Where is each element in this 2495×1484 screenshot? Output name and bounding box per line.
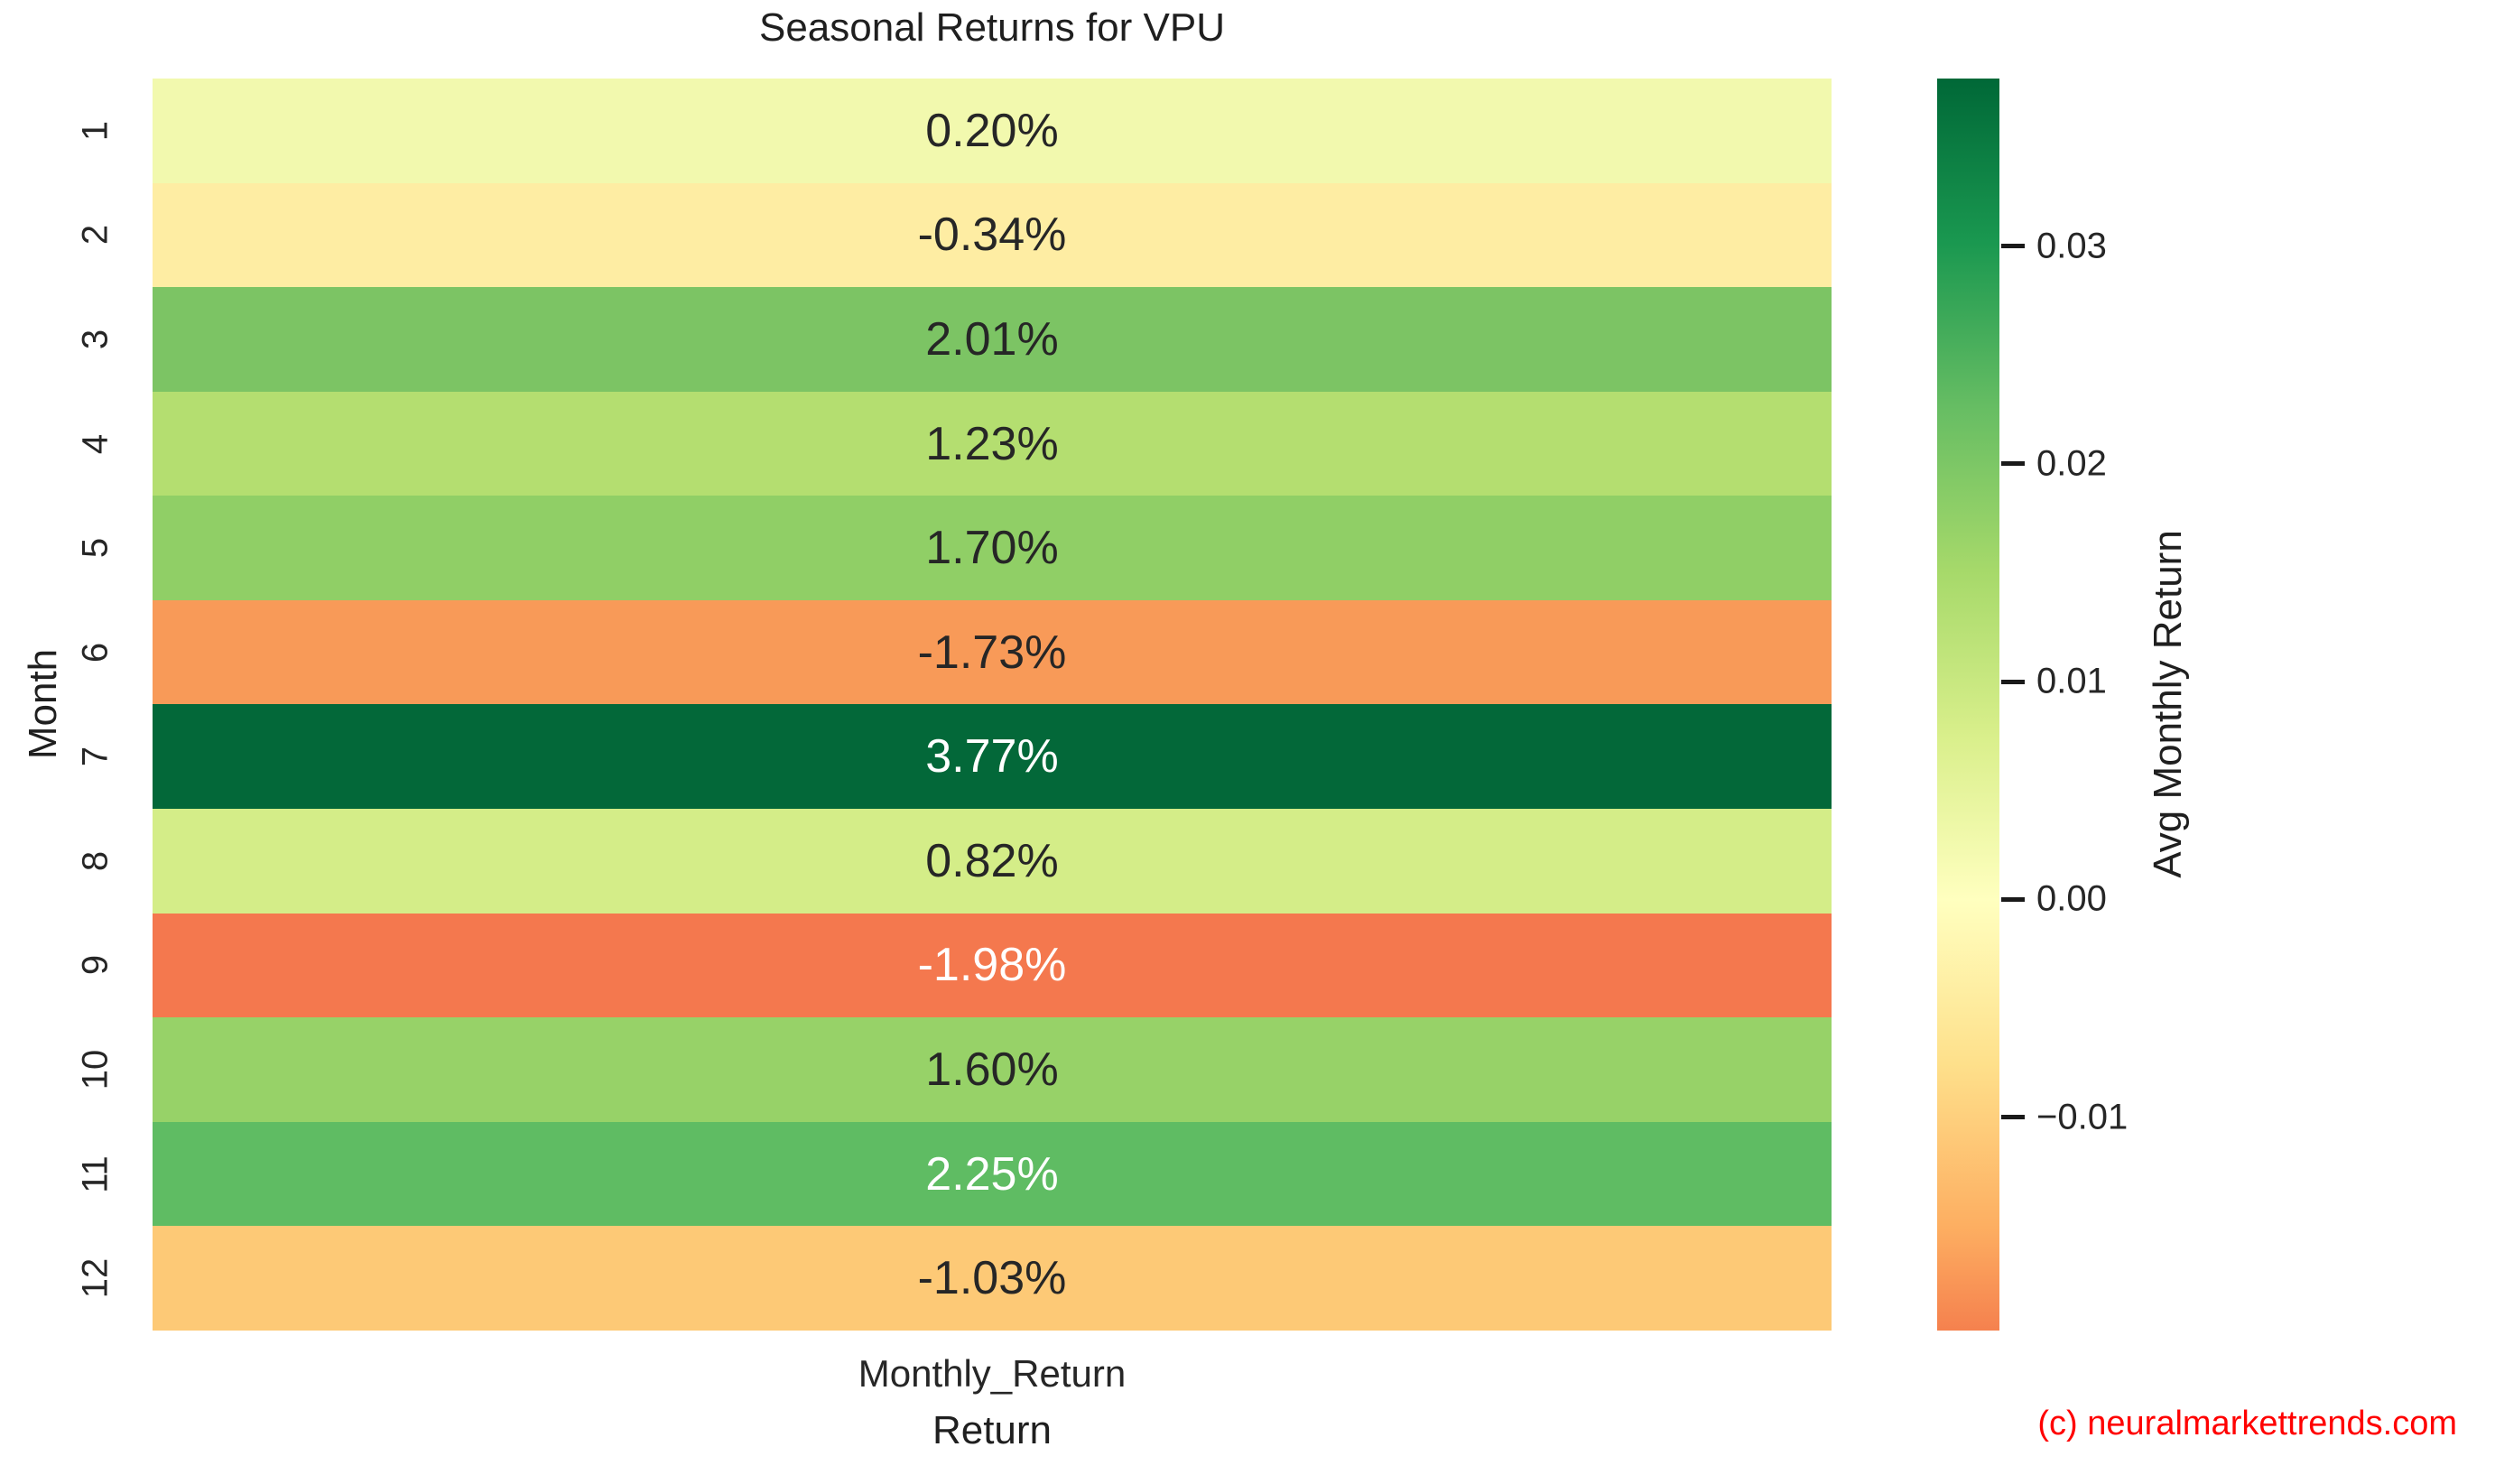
colorbar-tick-label: 0.03: [2036, 226, 2107, 266]
heatmap-cell: 2.25%: [153, 1121, 1832, 1227]
heatmap-cell: 3.77%: [153, 704, 1832, 810]
y-tick-label: 11: [75, 1155, 116, 1193]
heatmap-cell: -0.34%: [153, 182, 1832, 288]
cell-value: 1.23%: [925, 417, 1059, 470]
colorbar-label: Avg Monthly Return: [2146, 530, 2190, 878]
heatmap-cell: 0.20%: [153, 79, 1832, 183]
y-tick-label: 7: [75, 747, 116, 767]
y-tick-label: 6: [75, 642, 116, 663]
cell-value: -1.73%: [917, 626, 1067, 679]
colorbar-tick-mark: [2001, 461, 2025, 467]
colorbar-tick-mark: [2001, 679, 2025, 684]
cell-value: -1.03%: [917, 1252, 1067, 1305]
y-tick-label: 12: [75, 1257, 116, 1299]
y-tick-label: 2: [75, 225, 116, 246]
y-tick-label: 4: [75, 433, 116, 454]
y-tick-label: 9: [75, 955, 116, 976]
cell-value: -1.98%: [917, 939, 1067, 992]
heatmap-cell: -1.73%: [153, 599, 1832, 705]
colorbar-tick-mark: [2001, 1115, 2025, 1120]
heatmap-cell: 2.01%: [153, 287, 1832, 392]
y-tick-label: 3: [75, 329, 116, 350]
heatmap-cell: -1.03%: [153, 1226, 1832, 1331]
heatmap-grid: 0.20% -0.34% 2.01% 1.23% 1.70% -1.73% 3.77% 0.8…: [153, 79, 1832, 1331]
colorbar-gradient: [1937, 79, 1999, 1331]
cell-value: 1.60%: [925, 1043, 1059, 1096]
x-tick-label: Monthly_Return: [858, 1352, 1127, 1395]
colorbar-tick-label: 0.01: [2036, 661, 2107, 701]
cell-value: 0.20%: [925, 104, 1059, 157]
y-tick-label: 5: [75, 538, 116, 559]
colorbar-tick-mark: [2001, 896, 2025, 902]
y-tick-label: 1: [75, 120, 116, 141]
heatmap-cell: -1.98%: [153, 913, 1832, 1018]
cell-value: 0.82%: [925, 834, 1059, 887]
heatmap-cell: 1.23%: [153, 391, 1832, 496]
x-axis-label: Return: [932, 1408, 1053, 1452]
cell-value: 1.70%: [925, 522, 1059, 575]
heatmap-cell: 1.70%: [153, 496, 1832, 600]
cell-value: 2.01%: [925, 312, 1059, 366]
cell-value: 3.77%: [925, 730, 1059, 784]
y-tick-label: 8: [75, 850, 116, 871]
colorbar-tick-mark: [2001, 244, 2025, 249]
colorbar-tick-label: 0.02: [2036, 443, 2107, 484]
chart-title: Seasonal Returns for VPU: [758, 5, 1226, 50]
cell-value: 2.25%: [925, 1147, 1059, 1201]
watermark: (c) neuralmarkettrends.com: [2037, 1405, 2457, 1442]
y-axis-label: Month: [21, 648, 65, 760]
colorbar-tick-label: −0.01: [2036, 1097, 2129, 1137]
colorbar-tick-label: 0.00: [2036, 878, 2107, 919]
cell-value: -0.34%: [917, 209, 1067, 262]
y-tick-label: 10: [75, 1049, 116, 1090]
heatmap-cell: 0.82%: [153, 809, 1832, 914]
heatmap-cell: 1.60%: [153, 1017, 1832, 1122]
